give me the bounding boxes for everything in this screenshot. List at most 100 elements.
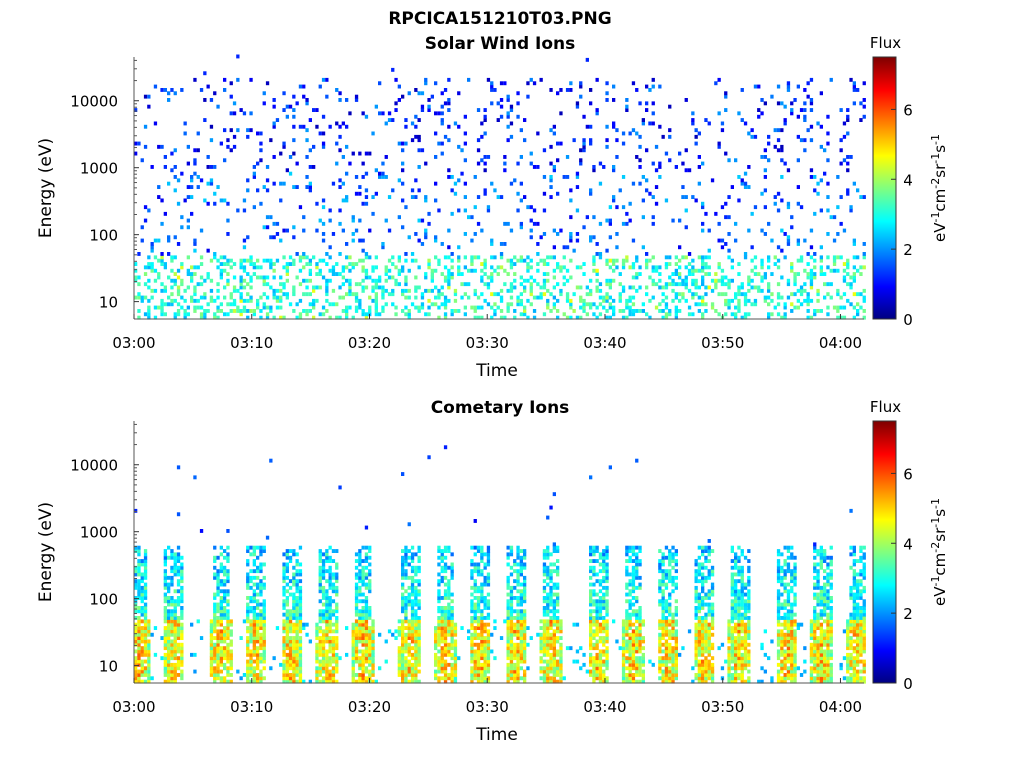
heatmap-cell (641, 309, 645, 313)
heatmap-cell (546, 649, 550, 654)
heatmap-cell (361, 612, 365, 617)
colorbar-stripe (873, 66, 896, 68)
heatmap-cell (645, 252, 649, 256)
heatmap-cell (589, 575, 593, 580)
heatmap-cell (470, 572, 474, 577)
heatmap-cell (209, 181, 214, 186)
heatmap-cell (767, 282, 771, 287)
colorbar-stripe (873, 164, 896, 166)
heatmap-cell (147, 649, 151, 654)
heatmap-cell (701, 161, 705, 166)
heatmap-cell (371, 619, 375, 624)
heatmap-cell (292, 292, 296, 297)
heatmap-cell (519, 572, 523, 577)
heatmap-cell (163, 629, 167, 634)
heatmap-cell (608, 258, 612, 263)
heatmap-cell (443, 101, 448, 106)
heatmap-cell (170, 88, 174, 92)
heatmap-cell (183, 298, 187, 303)
heatmap-cell (328, 602, 332, 607)
heatmap-cell (364, 642, 369, 647)
heatmap-cell (499, 114, 504, 119)
heatmap-cell (697, 285, 701, 290)
heatmap-cell (318, 589, 322, 594)
heatmap-cell (328, 626, 332, 630)
heatmap-cell (519, 559, 523, 563)
heatmap-cell (476, 589, 481, 594)
heatmap-cell (496, 265, 500, 270)
heatmap-cell (328, 662, 332, 667)
heatmap-cell (288, 559, 293, 563)
heatmap-cell (556, 662, 560, 667)
heatmap-cell (803, 138, 807, 143)
heatmap-cell (285, 114, 289, 119)
heatmap-cell (295, 612, 299, 617)
heatmap-cell (645, 108, 649, 112)
heatmap-cell (285, 642, 289, 647)
heatmap-cell (836, 268, 840, 273)
heatmap-cell (163, 646, 167, 651)
heatmap-cell (691, 258, 695, 263)
heatmap-cell (321, 669, 326, 674)
heatmap-cell (414, 632, 418, 637)
colorbar-stripe (873, 158, 896, 160)
heatmap-cell (335, 679, 339, 684)
colorbar-stripe (873, 272, 896, 274)
heatmap-cell (259, 646, 263, 651)
heatmap-cell (589, 636, 593, 640)
heatmap-cell (410, 632, 415, 637)
heatmap-cell (361, 669, 365, 674)
heatmap-cell (612, 168, 616, 173)
heatmap-cell (631, 302, 636, 307)
heatmap-cell (190, 211, 194, 216)
heatmap-cell (434, 659, 438, 664)
heatmap-cell (691, 278, 695, 283)
heatmap-cell (668, 282, 672, 287)
heatmap-cell (404, 659, 408, 664)
heatmap-cell (351, 676, 355, 681)
heatmap-cell (589, 88, 593, 92)
heatmap-cell (549, 562, 553, 567)
colorbar-stripe (873, 147, 896, 149)
heatmap-cell (621, 131, 626, 136)
heatmap-cell (180, 265, 184, 270)
heatmap-cell (509, 565, 514, 570)
heatmap-cell (608, 278, 612, 283)
heatmap-cell (490, 265, 494, 270)
heatmap-cell (302, 309, 306, 313)
heatmap-cell (417, 616, 421, 620)
heatmap-cell (325, 679, 329, 684)
heatmap-cell (529, 288, 533, 293)
heatmap-cell (803, 108, 807, 112)
heatmap-cell (170, 596, 174, 600)
heatmap-cell (717, 278, 721, 283)
heatmap-cell (852, 181, 856, 186)
heatmap-cell (361, 679, 365, 684)
heatmap-cell (186, 272, 190, 276)
heatmap-cell (163, 585, 167, 590)
heatmap-cell (747, 312, 751, 317)
heatmap-cell (216, 309, 220, 313)
heatmap-cell (467, 77, 471, 82)
heatmap-cell (226, 592, 230, 597)
heatmap-cell (565, 88, 570, 92)
heatmap-cell (849, 302, 853, 307)
heatmap-cell (292, 652, 296, 657)
heatmap-cell (849, 205, 853, 210)
heatmap-cell (298, 596, 303, 600)
heatmap-cell (780, 144, 784, 149)
colorbar-stripe (873, 137, 896, 139)
heatmap-cell (414, 619, 418, 624)
heatmap-cell (239, 275, 243, 280)
heatmap-cell (523, 656, 527, 661)
heatmap-cell (437, 666, 441, 671)
heatmap-cell (780, 148, 784, 153)
heatmap-cell (549, 592, 553, 597)
heatmap-cell (298, 669, 303, 674)
heatmap-cell (701, 268, 705, 273)
heatmap-cell (809, 138, 814, 143)
heatmap-cell (621, 175, 626, 179)
heatmap-cell (803, 238, 807, 243)
heatmap-cell (160, 312, 164, 317)
colorbar-frame (872, 56, 897, 320)
